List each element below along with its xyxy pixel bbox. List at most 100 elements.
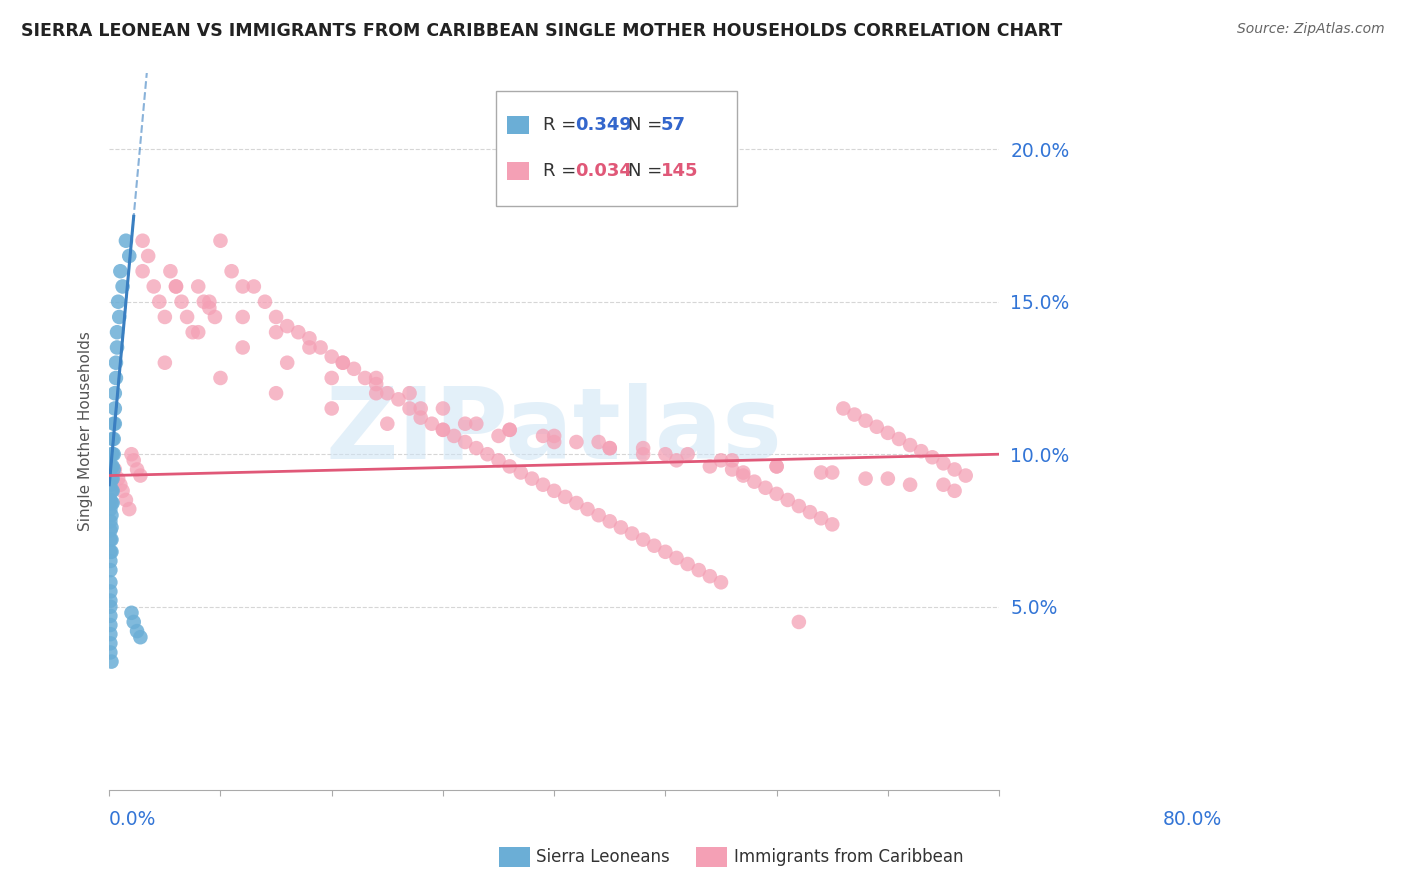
Point (420, 417, 443, 431)
Point (733, 466, 755, 480)
Text: Sierra Leoneans: Sierra Leoneans (536, 848, 669, 866)
Point (187, 279, 209, 293)
Point (910, 444, 932, 458)
Point (105, 325, 128, 339)
Point (832, 401, 855, 416)
Point (187, 325, 209, 339)
Point (332, 356, 354, 370)
Point (98, 477, 121, 491)
Point (588, 435, 610, 450)
Text: N =: N = (628, 116, 668, 135)
Point (104, 417, 127, 431)
Point (107, 294, 129, 309)
Point (136, 249, 159, 263)
Point (398, 401, 420, 416)
Point (232, 341, 254, 355)
Point (153, 310, 176, 324)
Point (810, 511, 832, 525)
Point (131, 234, 153, 248)
Point (599, 441, 621, 455)
Point (876, 425, 898, 440)
Point (665, 453, 688, 467)
Point (554, 490, 576, 504)
Point (654, 447, 676, 461)
Text: 57: 57 (661, 116, 686, 135)
Point (498, 423, 520, 437)
Point (454, 435, 477, 450)
Point (181, 325, 204, 339)
Point (543, 435, 565, 450)
Text: 145: 145 (661, 162, 699, 180)
Point (104, 401, 127, 416)
Point (543, 483, 565, 498)
Point (100, 508, 122, 523)
Point (787, 615, 810, 629)
Point (898, 438, 921, 452)
Point (98, 608, 121, 623)
Point (101, 472, 124, 486)
Point (366, 377, 388, 392)
Point (643, 539, 665, 553)
Point (100, 447, 122, 461)
Point (98, 627, 121, 641)
Point (321, 371, 343, 385)
Text: 0.349: 0.349 (575, 116, 631, 135)
Point (432, 423, 454, 437)
Point (943, 462, 966, 476)
Point (125, 624, 148, 639)
Point (98, 502, 121, 516)
Point (100, 520, 122, 534)
Point (432, 401, 454, 416)
Point (287, 325, 309, 339)
Point (100, 496, 122, 510)
Point (101, 483, 124, 498)
Point (688, 563, 710, 577)
Point (159, 264, 181, 278)
Text: 0.034: 0.034 (575, 162, 631, 180)
Point (932, 456, 955, 470)
Point (366, 371, 388, 385)
Point (898, 477, 921, 491)
Point (111, 483, 134, 498)
Point (443, 429, 465, 443)
Point (121, 606, 143, 620)
Point (599, 441, 621, 455)
Point (118, 502, 141, 516)
Point (101, 447, 124, 461)
Point (465, 417, 488, 431)
Point (103, 462, 125, 476)
Point (398, 386, 420, 401)
Point (253, 294, 276, 309)
Point (100, 655, 122, 669)
Point (488, 453, 510, 467)
Point (821, 517, 844, 532)
Point (103, 417, 125, 431)
Point (375, 417, 398, 431)
Point (309, 341, 332, 355)
Point (108, 310, 131, 324)
Point (264, 325, 287, 339)
Point (110, 264, 132, 278)
Point (100, 545, 122, 559)
Point (98, 645, 121, 659)
Point (531, 477, 554, 491)
Point (101, 496, 124, 510)
Point (477, 447, 499, 461)
Point (876, 472, 898, 486)
Point (165, 279, 187, 293)
Point (409, 401, 432, 416)
Point (799, 505, 821, 519)
Point (676, 447, 699, 461)
Point (105, 341, 128, 355)
Point (98, 584, 121, 599)
Point (104, 462, 127, 476)
Point (110, 477, 132, 491)
Point (131, 264, 153, 278)
Point (209, 234, 232, 248)
Point (733, 468, 755, 483)
Point (943, 483, 966, 498)
Point (765, 459, 787, 474)
Point (955, 468, 977, 483)
Point (744, 475, 766, 489)
Point (432, 423, 454, 437)
